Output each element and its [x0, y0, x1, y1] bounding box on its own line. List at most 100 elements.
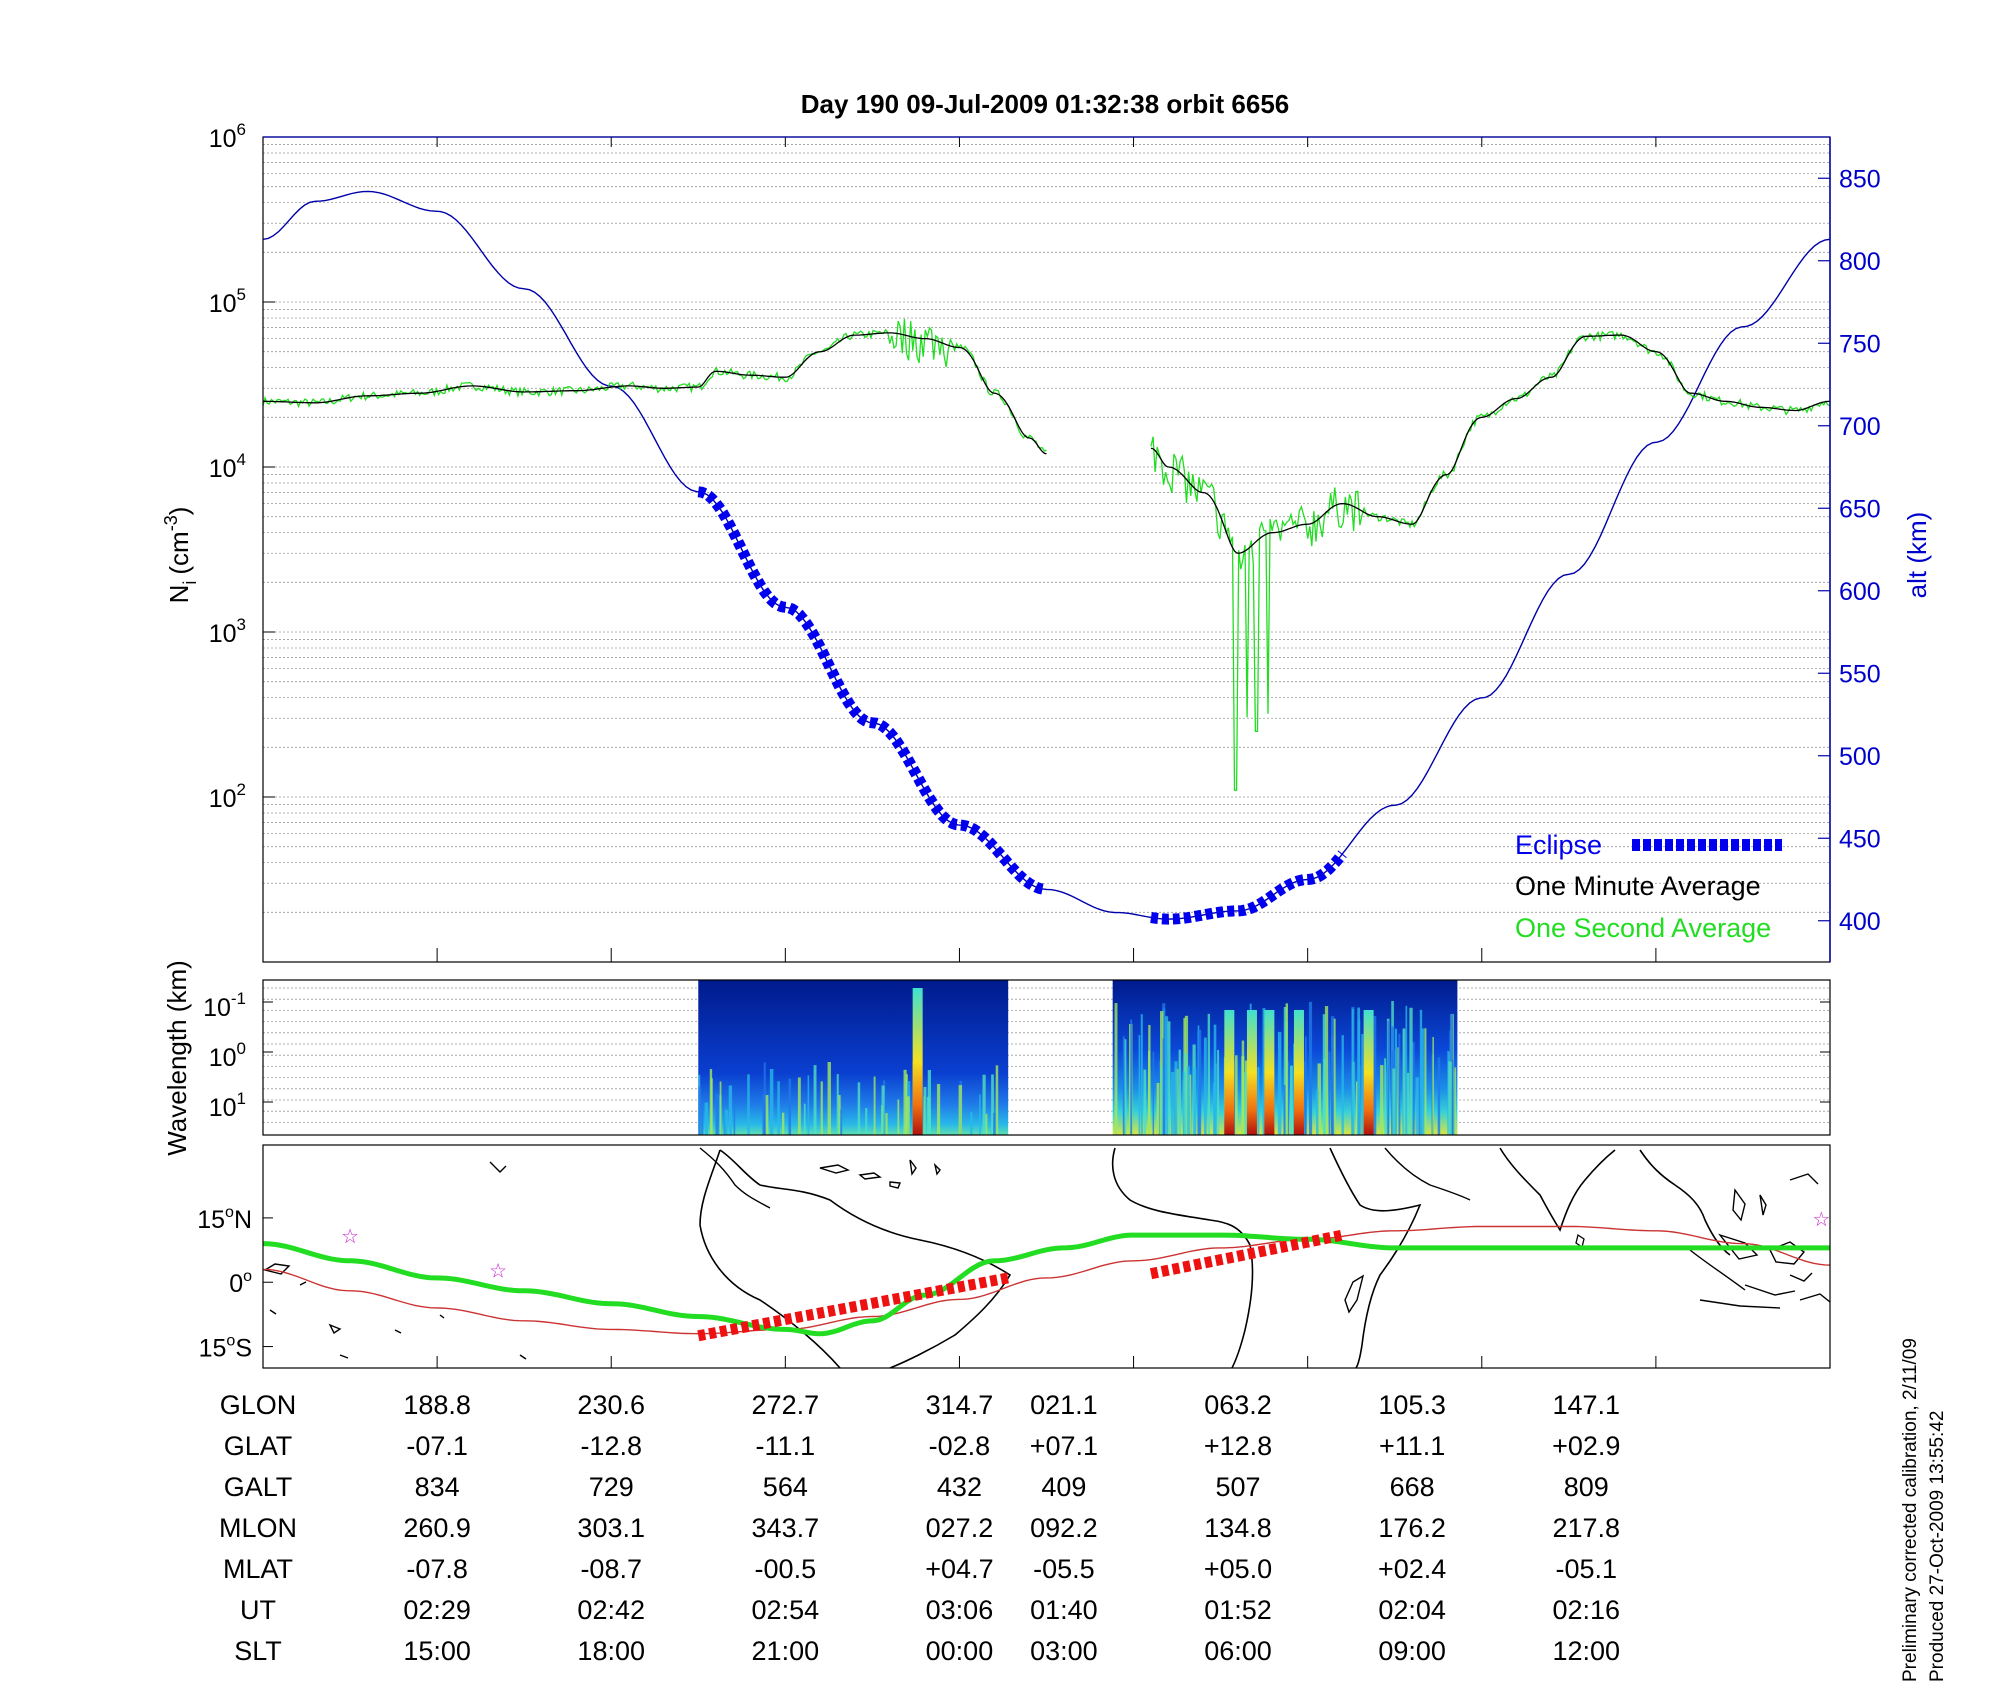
spectrogram-streak: [763, 1062, 766, 1135]
left-tick-label: 104: [209, 450, 246, 483]
map-panel: ☆ ☆ ☆ 15oN 0o 15oS: [197, 1144, 1831, 1369]
spectrogram-streak: [993, 1112, 997, 1135]
one-minute-series-segment: [1150, 334, 1830, 554]
spectrogram-streak: [803, 1103, 806, 1135]
table-cell: 507: [1215, 1472, 1260, 1502]
table-cell: 343.7: [752, 1513, 820, 1543]
spectrogram-streak: [1355, 1081, 1359, 1135]
map-stars: ☆ ☆ ☆: [341, 1209, 1830, 1282]
spectrogram-tick-label: 10-1: [203, 989, 246, 1022]
table-cell: 176.2: [1378, 1513, 1446, 1543]
coastline-caribbean: [819, 1159, 941, 1189]
spectrogram-streak: [1447, 1050, 1450, 1135]
table-cell: 02:54: [752, 1595, 820, 1625]
spectrogram-streak: [837, 1095, 841, 1135]
table-row-label: UT: [240, 1595, 276, 1625]
spectrogram-streak: [1156, 1082, 1160, 1135]
table-row-label: GALT: [224, 1472, 293, 1502]
spectrogram-streak: [724, 1109, 728, 1135]
spectrogram-hotspot: [1293, 1010, 1304, 1135]
density-plot-area: [263, 137, 1830, 962]
table-cell: 668: [1390, 1472, 1435, 1502]
table-cell: -07.1: [406, 1431, 468, 1461]
table-cell: 134.8: [1204, 1513, 1272, 1543]
table-cell: -00.5: [755, 1554, 817, 1584]
spectrogram-streak: [1316, 1089, 1319, 1135]
table-row-label: GLAT: [224, 1431, 293, 1461]
spectrogram-streak: [765, 1095, 769, 1135]
table-cell: +02.4: [1378, 1554, 1446, 1584]
footnote-line-2: Produced 27-Oct-2009 13:55:42: [1927, 1411, 1948, 1682]
right-tick-label: 650: [1839, 495, 1881, 523]
spectrogram-streak: [1333, 1018, 1336, 1135]
table-cell: -05.5: [1033, 1554, 1095, 1584]
spectrogram-streak: [906, 1096, 910, 1135]
table-cell: 02:04: [1378, 1595, 1446, 1625]
right-tick-label: 750: [1839, 330, 1881, 358]
spectrogram-tick-label: 101: [209, 1089, 246, 1122]
spectrogram-streak: [1262, 1008, 1266, 1135]
spectrogram-streak: [1409, 1007, 1413, 1135]
spectrogram-streak: [709, 1069, 713, 1135]
spectrogram-streak: [719, 1081, 722, 1135]
eclipse-segment: [1150, 850, 1347, 925]
spectrogram-hotspot: [1264, 1010, 1275, 1135]
table-row-label: GLON: [220, 1390, 297, 1420]
spectrogram-streak: [1387, 1020, 1390, 1135]
spectrogram-streak: [857, 1082, 861, 1135]
spectrogram-streak: [1184, 1053, 1187, 1135]
table-cell: +12.8: [1204, 1431, 1272, 1461]
spectrogram-streak: [1170, 1072, 1175, 1135]
coastline-south-america-west: [699, 1149, 841, 1368]
coastline-africa-east: [1329, 1147, 1422, 1368]
table-cell: -02.8: [929, 1431, 991, 1461]
spectrogram-streak: [884, 1113, 888, 1135]
coastline-central-america: [699, 1147, 771, 1209]
table-cell: 303.1: [577, 1513, 645, 1543]
spectrogram-hotspot: [1246, 1010, 1257, 1135]
table-cell: 01:40: [1030, 1595, 1098, 1625]
table-cell: +02.9: [1552, 1431, 1620, 1461]
spectrogram-streak: [1198, 1029, 1202, 1135]
table-cell: 03:06: [926, 1595, 994, 1625]
spectrogram-streak: [1285, 1003, 1289, 1135]
spectrogram-streak: [995, 1065, 999, 1135]
one-minute-series-segment: [263, 332, 1047, 455]
table-cell: 02:16: [1552, 1595, 1620, 1625]
spectrogram-streak: [1158, 1060, 1161, 1135]
spectrogram-streak: [704, 1102, 709, 1135]
map-y-tick-label: 0o: [229, 1268, 252, 1298]
map-area: [263, 1145, 1830, 1368]
spectrogram-streak: [1283, 1084, 1286, 1135]
spectrogram-streak: [1341, 1035, 1344, 1135]
table-cell: 15:00: [403, 1636, 471, 1666]
table-cell: 260.9: [403, 1513, 471, 1543]
spectrogram-streak: [1122, 1036, 1125, 1135]
spectrogram-streak: [1283, 1006, 1287, 1135]
spectrogram-streak: [1244, 1072, 1248, 1135]
spectrogram-frame: [262, 979, 1831, 1136]
spectrogram-streak: [1398, 1033, 1401, 1135]
spectrogram-streak: [927, 1070, 931, 1135]
spectrogram-streak: [1187, 1066, 1190, 1135]
table-cell: 564: [763, 1472, 808, 1502]
spectrogram-streak: [970, 1112, 973, 1135]
spectrogram-streak: [788, 1078, 792, 1135]
right-tick-label: 600: [1839, 578, 1881, 606]
spectrogram-streak: [769, 1068, 774, 1135]
spectrogram-tick-label: 100: [209, 1039, 246, 1072]
spectrogram-streak: [1217, 1049, 1220, 1135]
spectrogram-streak: [1162, 1038, 1165, 1135]
spectrogram-streak: [1394, 1028, 1398, 1135]
table-cell: 809: [1564, 1472, 1609, 1502]
table-cell: 12:00: [1552, 1636, 1620, 1666]
spectrogram-grid: [263, 987, 1830, 1123]
spectrogram-streak: [1437, 1057, 1441, 1135]
legend: Eclipse One Minute Average One Second Av…: [1515, 830, 1782, 943]
spectrogram-streak: [1293, 1043, 1295, 1135]
spectrogram-streak: [715, 1093, 719, 1135]
spectrogram-streak: [1454, 1067, 1457, 1135]
coastline-arabia: [1384, 1147, 1471, 1201]
spectrogram-streak: [797, 1077, 801, 1135]
left-tick-label: 102: [209, 780, 246, 813]
